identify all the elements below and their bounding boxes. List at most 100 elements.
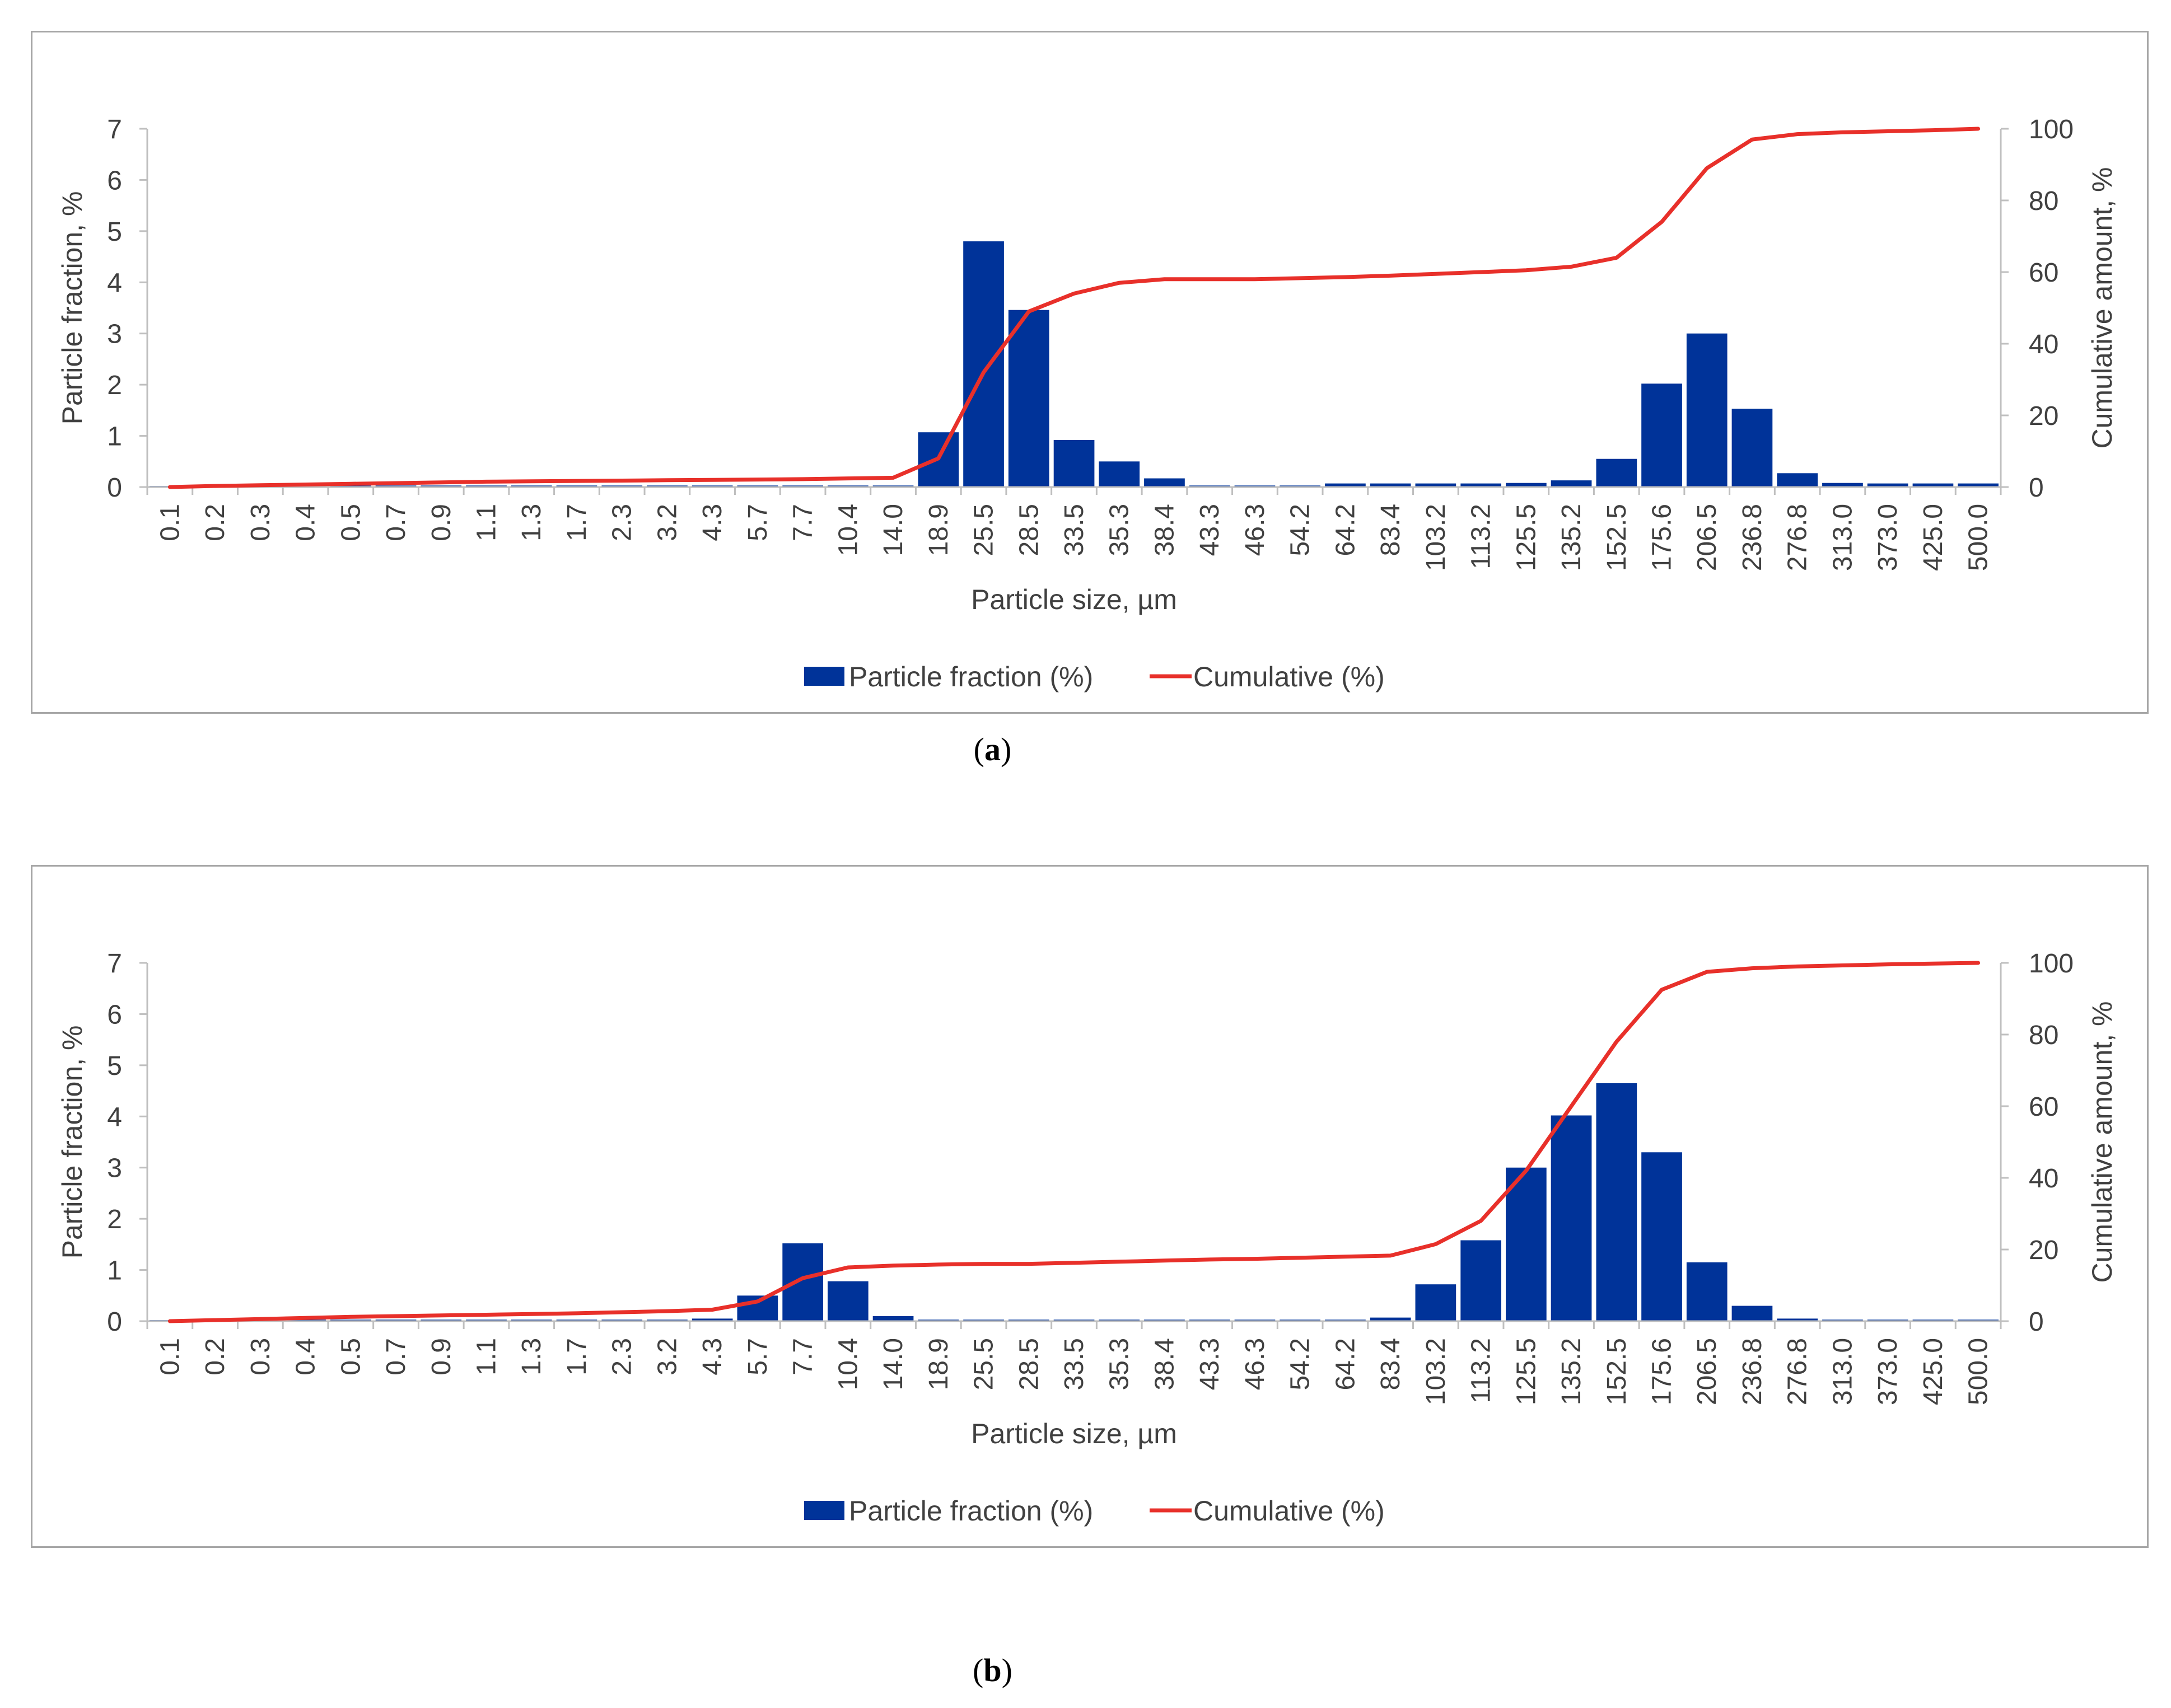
chart-a-bar-21	[1099, 461, 1140, 487]
chart-a-plot: 0 1 2 3 4 5 6 7 0 20 40 60 80 100 0.1 0.2 0.3 0.4 0.5 0.7 0.…	[57, 115, 2118, 692]
chart-a-xtick-label-18: 25.5	[969, 504, 999, 556]
chart-b-ytick-left-label-6: 6	[107, 1000, 122, 1030]
chart-a-bar-26	[1325, 483, 1366, 487]
chart-a-ytick-right-label-2: 40	[2029, 330, 2058, 359]
chart-a-xtick-label-7: 1.1	[472, 504, 502, 541]
chart-a-ytick-right-label-1: 20	[2029, 401, 2058, 431]
chart-a-xtick-label-3: 0.4	[291, 504, 321, 541]
chart-b-xtick-label-29: 113.2	[1467, 1338, 1496, 1403]
chart-a-ytick-left-label-6: 6	[107, 166, 122, 195]
chart-a-y-axis-left-title: Particle fraction, %	[57, 191, 88, 425]
chart-b-bar-32	[1596, 1083, 1637, 1321]
chart-b-xtick-label-0: 0.1	[155, 1338, 185, 1375]
chart-a-cumulative-line	[167, 127, 1981, 489]
chart-b-xtick-label-35: 236.8	[1738, 1338, 1767, 1405]
chart-a-bar-34	[1686, 333, 1728, 487]
chart-a-xtick-label-40: 500.0	[1964, 504, 1993, 571]
chart-a-xtick-label-21: 35.3	[1105, 504, 1134, 556]
chart-b-ytick-left-label-4: 4	[107, 1102, 122, 1132]
chart-a-xtick-label-9: 1.7	[562, 504, 592, 541]
chart-a-ytick-right-label-0: 0	[2029, 473, 2044, 503]
chart-a-bar-18	[963, 241, 1004, 487]
chart-a-ytick-left-label-1: 1	[107, 422, 122, 452]
chart-b-xtick-label-7: 1.1	[472, 1338, 502, 1375]
chart-a-xtick-label-27: 83.4	[1376, 504, 1406, 556]
chart-a-xtick-label-37: 313.0	[1828, 504, 1857, 571]
caption-b-letter: b	[983, 1652, 1002, 1688]
chart-a-xtick-label-10: 2.3	[608, 504, 637, 541]
chart-b-xtick-label-12: 4.3	[698, 1338, 727, 1375]
chart-a-bar-33	[1641, 383, 1682, 487]
caption-a-letter: a	[984, 731, 1001, 768]
chart-b-xtick-label-28: 103.2	[1421, 1338, 1451, 1405]
chart-a-legend-bar-label: Particle fraction (%)	[849, 661, 1093, 692]
chart-a-bar-38	[1867, 483, 1908, 487]
caption-a: (a)	[973, 731, 1012, 768]
chart-b-xtick-label-33: 175.6	[1647, 1338, 1677, 1405]
chart-b-xtick-label-14: 7.7	[788, 1338, 818, 1375]
chart-a-xtick-label-14: 7.7	[788, 504, 818, 541]
chart-b-ytick-right-label-1: 20	[2029, 1236, 2058, 1265]
chart-b-ytick-right-label-0: 0	[2029, 1307, 2044, 1337]
chart-a-ytick-left-label-5: 5	[107, 217, 122, 247]
chart-b-legend-bar-label: Particle fraction (%)	[849, 1495, 1093, 1527]
chart-a-xtick-label-1: 0.2	[200, 504, 230, 541]
chart-b-bar-35	[1731, 1305, 1773, 1321]
chart-a-xtick-label-20: 33.5	[1059, 504, 1089, 556]
chart-a-bar-22	[1144, 478, 1185, 487]
chart-b-xtick-label-37: 313.0	[1828, 1338, 1857, 1405]
chart-b-bar-30	[1506, 1167, 1547, 1321]
chart-a-xtick-label-26: 64.2	[1330, 504, 1360, 556]
chart-a-bar-37	[1822, 483, 1863, 487]
chart-b-xtick-label-30: 125.5	[1511, 1338, 1541, 1405]
chart-a-xtick-label-36: 276.8	[1783, 504, 1813, 571]
chart-a-xtick-label-4: 0.5	[336, 504, 366, 541]
caption-b: (b)	[973, 1652, 1012, 1688]
chart-b-xtick-label-5: 0.7	[381, 1338, 411, 1375]
chart-a-bar-32	[1596, 458, 1637, 487]
chart-b-ytick-left-label-0: 0	[107, 1307, 122, 1337]
chart-a-ytick-right-label-3: 60	[2029, 258, 2058, 288]
chart-a-xtick-label-0: 0.1	[155, 504, 185, 541]
chart-b-ytick-left-label-7: 7	[107, 949, 122, 979]
chart-a-xtick-label-30: 125.5	[1511, 504, 1541, 571]
chart-b-xtick-label-39: 425.0	[1918, 1338, 1948, 1405]
chart-a-bar-28	[1415, 483, 1456, 487]
chart-b-xtick-label-10: 2.3	[608, 1338, 637, 1375]
chart-b-ytick-left-label-3: 3	[107, 1154, 122, 1183]
chart-b-xtick-label-21: 35.3	[1105, 1338, 1134, 1390]
chart-b-cumulative-line	[167, 961, 1981, 1323]
chart-b-xtick-label-32: 152.5	[1602, 1338, 1632, 1405]
chart-b-bar-28	[1415, 1284, 1456, 1321]
chart-a-xtick-label-2: 0.3	[246, 504, 276, 541]
chart-b-ytick-right-label-2: 40	[2029, 1164, 2058, 1194]
chart-b-xtick-label-11: 3.2	[652, 1338, 682, 1375]
chart-b-xtick-label-34: 206.5	[1692, 1338, 1722, 1405]
chart-a-legend-bar-swatch	[804, 667, 844, 686]
chart-a-xtick-label-12: 4.3	[698, 504, 727, 541]
chart-a-ytick-left-label-2: 2	[107, 371, 122, 400]
chart-b-xtick-label-4: 0.5	[336, 1338, 366, 1375]
chart-b-xtick-label-31: 135.2	[1557, 1338, 1586, 1405]
chart-b-bar-14	[782, 1243, 823, 1321]
chart-a-xtick-label-32: 152.5	[1602, 504, 1632, 571]
chart-b-xtick-label-8: 1.3	[517, 1338, 547, 1375]
chart-a-xtick-label-6: 0.9	[427, 504, 456, 541]
chart-a-xtick-label-13: 5.7	[743, 504, 773, 541]
chart-a-bar-40	[1958, 483, 1999, 487]
chart-b-bar-15	[828, 1281, 869, 1321]
chart-a-xtick-label-28: 103.2	[1421, 504, 1451, 571]
chart-b-plot: 0 1 2 3 4 5 6 7 0 20 40 60 80 100 0.1 0.2 0.3 0.4 0.5 0.7 0.…	[57, 949, 2118, 1527]
chart-b-xtick-label-9: 1.7	[562, 1338, 592, 1375]
chart-a-ytick-right-label-5: 100	[2029, 115, 2074, 144]
chart-b-xtick-label-36: 276.8	[1783, 1338, 1813, 1405]
chart-a-xtick-label-8: 1.3	[517, 504, 547, 541]
chart-a-bar-31	[1551, 480, 1592, 487]
chart-b-xtick-label-2: 0.3	[246, 1338, 276, 1375]
chart-a-bar-20	[1053, 439, 1095, 487]
chart-b-xtick-label-17: 18.9	[924, 1338, 954, 1390]
chart-b: 0 1 2 3 4 5 6 7 0 20 40 60 80 100 0.1 0.2 0.3 0.4 0.5 0.7 0.…	[31, 865, 2149, 1548]
chart-a-xtick-label-5: 0.7	[381, 504, 411, 541]
chart-b-xtick-label-15: 10.4	[833, 1338, 863, 1390]
chart-b-bar-33	[1641, 1152, 1682, 1321]
